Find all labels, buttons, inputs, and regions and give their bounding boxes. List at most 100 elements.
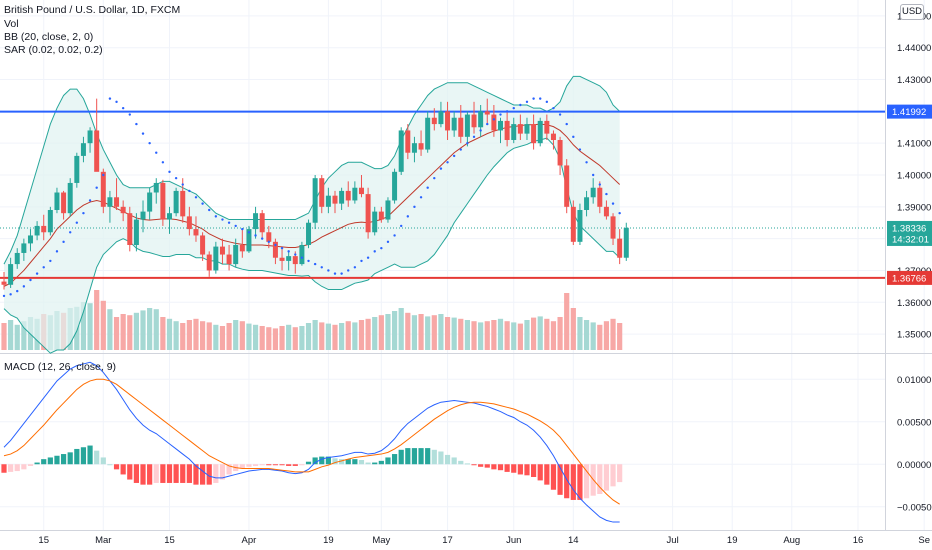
macd-histogram-bar [80,447,87,465]
volume-bar [94,290,100,350]
macd-histogram-bar [358,460,365,465]
candle-body [325,195,331,207]
candle-body [491,114,497,131]
macd-histogram-bar [405,448,411,465]
candle-body [193,229,199,236]
candle-body [1,281,7,285]
volume-bar [180,323,186,350]
candle-body [345,190,351,201]
volume-bar [100,300,106,350]
macd-histogram-bar [186,464,192,483]
volume-bar [617,323,623,350]
macd-histogram-bar [305,461,312,465]
candle-body [127,213,133,245]
macd-histogram-bar [524,464,530,476]
candle-body [206,254,212,271]
candle-body [80,143,86,156]
volume-legend[interactable]: Vol [4,18,19,30]
macd-histogram-bar [173,464,179,483]
macd-histogram-bar [206,464,212,485]
sar-dot [598,183,601,186]
volume-bar [299,326,305,350]
macd-histogram-bar [583,464,590,499]
candle-body [531,124,537,144]
sar-dot [340,272,343,275]
volume-bar [186,320,192,350]
sar-dot [393,234,396,237]
volume-bar [564,293,570,350]
sar-dot [492,118,496,121]
volume-bar [550,321,557,350]
candle-body [385,200,391,220]
sar-dot [155,151,158,154]
macd-histogram-bar [166,464,173,483]
bollinger-legend[interactable]: BB (20, close, 2, 0) [4,31,94,43]
last-price-label: 1.38336 [892,223,926,234]
sar-legend[interactable]: SAR (0.02, 0.02, 0.2) [4,44,103,56]
sar-dot [135,122,138,126]
sar-dot [241,227,244,231]
candle-body [610,216,616,239]
macd-histogram-bar [299,464,305,466]
macd-histogram-bar [365,462,371,465]
candles [1,98,629,290]
price-axis: 1.350001.360001.370001.380001.390001.400… [897,11,932,513]
candle-body [418,143,424,150]
sar-dot [565,122,568,126]
sar-dot [386,240,390,244]
candle-body [498,120,503,131]
candle-body [67,182,73,214]
macd-histogram-bar [8,464,14,472]
sar-dot [552,106,555,110]
volume-bar [80,302,87,350]
time-tick-label: Jun [506,535,521,546]
currency-badge[interactable]: USD [900,4,924,20]
symbol-title[interactable]: British Pound / U.S. Dollar, 1D, FXCM [4,4,181,16]
volume-bar [14,324,20,350]
time-tick-label: 15 [38,535,49,546]
volume-bar [491,320,497,350]
macd-histogram-bar [180,464,186,483]
candle-body [167,213,172,220]
volume-bar [1,323,7,350]
resistance-price-label: 1.41992 [892,107,926,118]
candle-body [564,165,570,207]
candle-body [464,114,470,137]
volume-bar [531,317,537,350]
time-tick-label: 16 [853,535,864,546]
macd-histogram-bar [147,464,153,485]
volume-bar [87,303,93,350]
sar-dot [35,272,39,275]
candle-body [213,246,219,271]
support-price-badge [887,270,932,285]
macd-histogram-bar [451,457,457,465]
candle-body [584,197,590,210]
candle-body [504,120,510,140]
candle-body [27,235,33,244]
macd-tick-label: −0.00500 [897,502,932,513]
sar-dot [194,196,198,199]
sar-dot [419,196,423,199]
candle-body [180,190,186,217]
candle-body [100,171,106,207]
sar-dot [486,122,489,126]
sar-dot [439,167,443,170]
volume-bar [279,326,285,350]
macd-histogram-bar [617,464,623,483]
macd-histogram [1,445,623,500]
sar-dot [605,192,608,196]
volume-bar [478,322,484,350]
volume-bar [444,317,451,350]
macd-histogram-bar [266,464,272,466]
candle-body [120,206,126,214]
macd-legend[interactable]: MACD (12, 26, close, 9) [4,361,117,373]
macd-histogram-bar [352,459,358,465]
volume-bar [451,317,457,350]
time-tick-label: Aug [783,535,800,546]
macd-histogram-bar [471,464,477,466]
sar-dot [42,266,45,269]
macd-histogram-bar [133,464,139,483]
sar-dot [505,110,509,113]
macd-histogram-bar [160,464,166,483]
